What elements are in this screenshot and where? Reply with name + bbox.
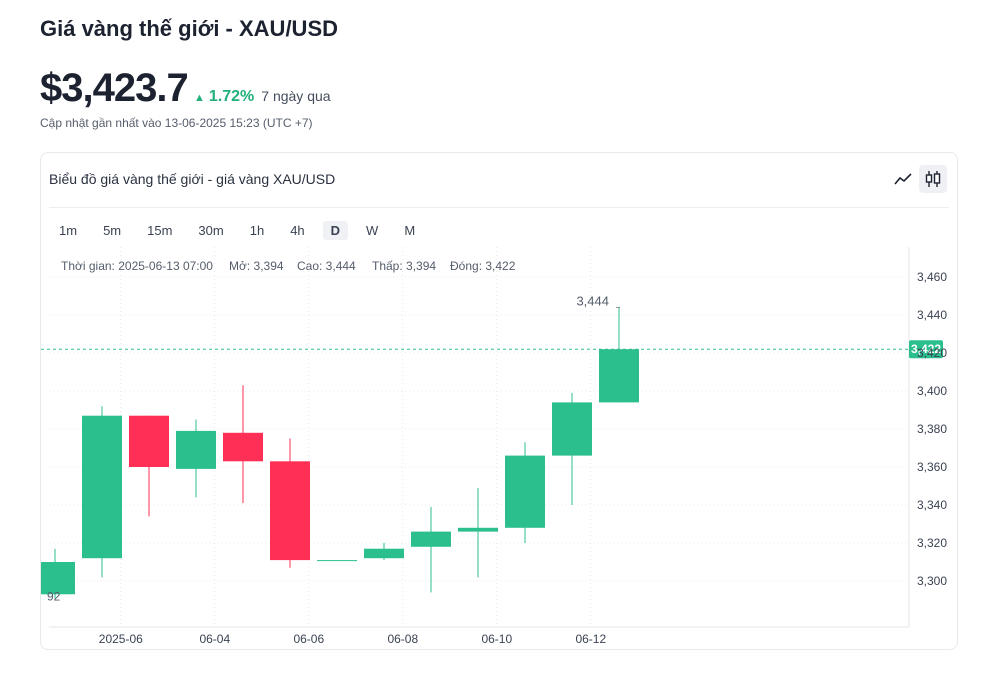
timeframe-1m[interactable]: 1m (59, 223, 78, 238)
candles: 3,444 92 (41, 293, 639, 603)
candle[interactable] (176, 419, 216, 498)
candle[interactable] (458, 487, 498, 578)
last-price-label: 3,422 (911, 342, 941, 356)
candle-body (552, 402, 592, 456)
candle[interactable] (411, 506, 451, 593)
y-tick-label: 3,320 (917, 536, 947, 550)
timeframe-30m[interactable]: 30m (198, 223, 224, 238)
line-chart-button[interactable] (889, 165, 917, 193)
candle[interactable] (317, 560, 357, 562)
up-arrow-icon: ▲ (194, 92, 205, 104)
timeframe-selector: 1m 5m 15m 30m 1h 4h D W M (51, 221, 433, 240)
candle[interactable] (270, 438, 310, 568)
legend-time: Thời gian: 2025-06-13 07:00 (61, 259, 213, 273)
timeframe-1h[interactable]: 1h (249, 223, 265, 238)
high-annotation-label: 3,444 (576, 293, 609, 308)
candle-body (364, 548, 404, 559)
page-title: Giá vàng thế giới - XAU/USD (40, 16, 339, 41)
candle-body (129, 415, 169, 467)
chart-grid (49, 247, 910, 628)
ohlc-legend: Thời gian: 2025-06-13 07:00 Mở: 3,394 Ca… (61, 259, 516, 273)
chart-card-title: Biểu đồ giá vàng thế giới - giá vàng XAU… (49, 171, 336, 187)
candle-body (317, 560, 357, 562)
x-tick-label: 06-06 (293, 632, 324, 646)
candle[interactable] (82, 406, 122, 578)
candle[interactable] (41, 548, 75, 599)
y-tick-label: 3,440 (917, 308, 947, 322)
candle-body (223, 432, 263, 462)
x-tick-label: 06-08 (387, 632, 418, 646)
legend-open: Mở: 3,394 (229, 259, 284, 273)
candle[interactable] (552, 392, 592, 505)
candle-body (41, 562, 75, 595)
clipped-price-label: 92 (47, 589, 61, 603)
candle-body (458, 527, 498, 532)
timeframe-W[interactable]: W (366, 223, 379, 238)
x-tick-label: 06-12 (575, 632, 606, 646)
timeframe-5m[interactable]: 5m (103, 223, 122, 238)
line-chart-icon (894, 173, 912, 185)
x-tick-label: 2025-06 (99, 632, 143, 646)
current-price: $3,423.7 (40, 66, 189, 110)
candle-body (176, 430, 216, 469)
x-tick-label: 06-10 (481, 632, 512, 646)
y-tick-label: 3,420 (917, 346, 947, 360)
candle-body (599, 349, 639, 403)
x-tick-label: 06-04 (199, 632, 230, 646)
y-tick-label: 3,460 (917, 270, 947, 284)
candle[interactable] (599, 307, 639, 403)
price-change: ▲ 1.72% 7 ngày qua (194, 88, 331, 106)
y-tick-label: 3,340 (917, 498, 947, 512)
legend-low: Thấp: 3,394 (372, 259, 436, 273)
change-period: 7 ngày qua (261, 88, 331, 104)
card-divider (49, 207, 949, 208)
candle-body (505, 455, 545, 528)
timeframe-4h[interactable]: 4h (290, 223, 305, 238)
timeframe-M[interactable]: M (404, 223, 416, 238)
candle-body (411, 531, 451, 547)
y-tick-label: 3,400 (917, 384, 947, 398)
y-tick-label: 3,380 (917, 422, 947, 436)
y-tick-label: 3,360 (917, 460, 947, 474)
last-price-tag (909, 340, 943, 359)
price-axis: 3,300 3,320 3,340 3,360 3,380 3,400 3,420 3,440… (917, 270, 947, 588)
candle-body (82, 415, 122, 559)
candle[interactable] (364, 543, 404, 561)
last-updated: Cập nhật gần nhất vào 13-06-2025 15:23 (… (40, 116, 313, 130)
y-tick-label: 3,300 (917, 574, 947, 588)
candlestick-chart-icon (925, 171, 941, 187)
candle-body (270, 461, 310, 561)
legend-close: Đóng: 3,422 (450, 259, 516, 273)
candle[interactable] (223, 385, 263, 504)
change-percent: 1.72% (208, 88, 255, 105)
candle[interactable] (129, 415, 169, 517)
time-axis: 2025-06 06-04 06-06 06-08 06-10 06-12 (99, 632, 607, 646)
last-price-line: 3,422 (41, 340, 943, 359)
timeframe-15m[interactable]: 15m (147, 223, 173, 238)
legend-high: Cao: 3,444 (297, 259, 356, 273)
candle[interactable] (505, 442, 545, 543)
chart-card: Biểu đồ giá vàng thế giới - giá vàng XAU… (40, 152, 958, 650)
chart-type-toggle (889, 165, 947, 193)
timeframe-D[interactable]: D (322, 221, 349, 240)
candlestick-chart-button[interactable] (919, 165, 947, 193)
